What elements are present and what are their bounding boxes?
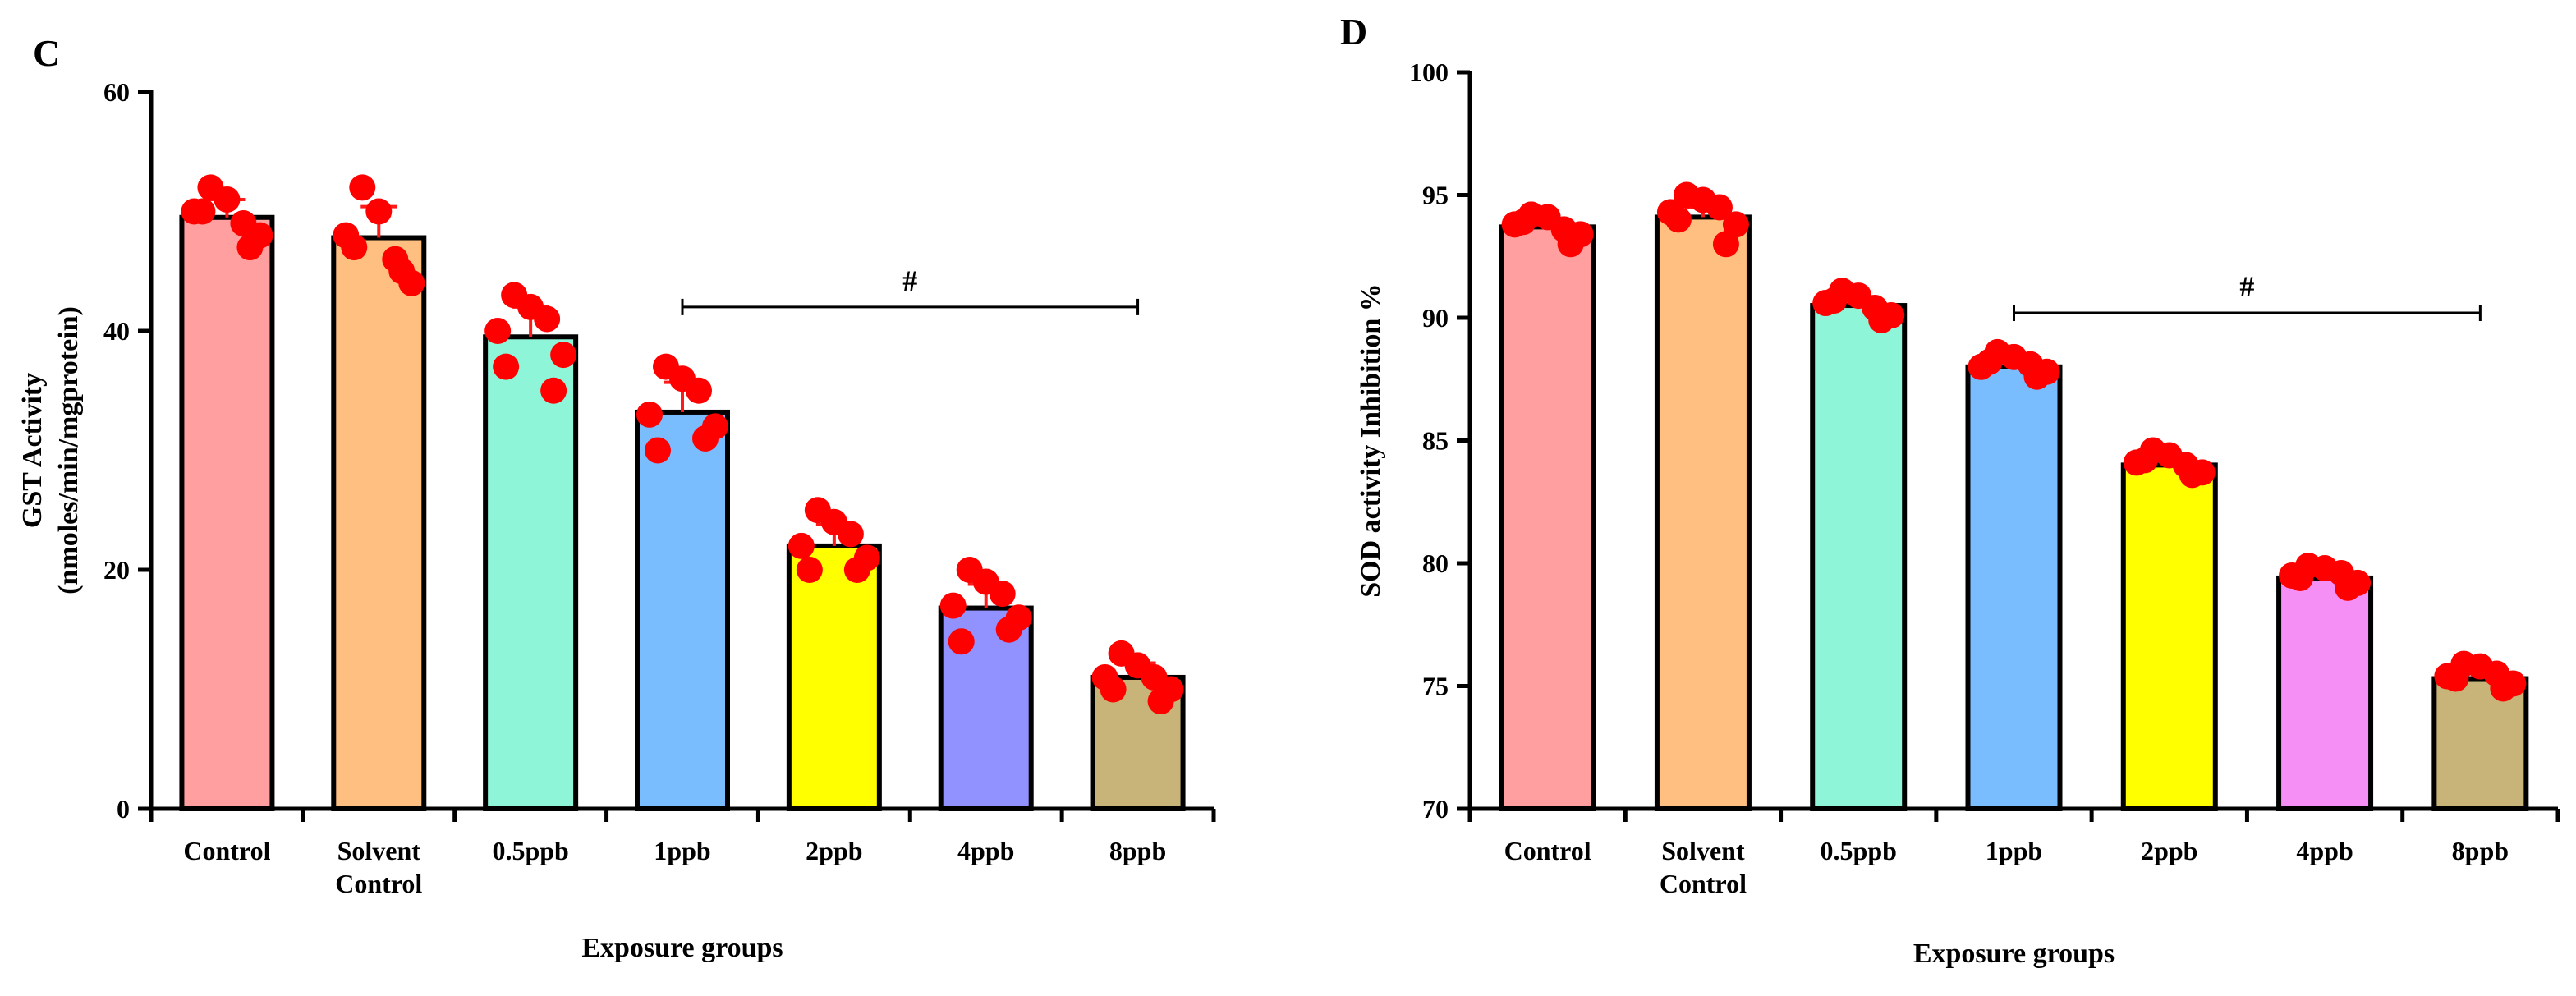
data-point bbox=[1706, 194, 1733, 221]
data-point bbox=[2442, 665, 2469, 692]
y-tick-label: 80 bbox=[1422, 548, 1449, 578]
x-tick-label: Solvent Control bbox=[335, 836, 422, 898]
data-point bbox=[843, 557, 870, 583]
gst-activity-chart: C 0 20 40 60 Control Solvent Control 0.5ppb 1ppb 2… bbox=[17, 32, 1216, 963]
bar bbox=[1810, 303, 1908, 811]
data-point bbox=[540, 377, 567, 404]
x-tick-label: Control bbox=[183, 836, 270, 865]
data-point bbox=[837, 521, 864, 548]
data-point bbox=[1100, 676, 1127, 703]
data-point bbox=[1509, 209, 1536, 236]
y-tick-label: 90 bbox=[1422, 303, 1449, 333]
x-tick-label: Solvent Control bbox=[1660, 836, 1747, 898]
bar bbox=[1965, 364, 2063, 811]
data-point bbox=[214, 186, 241, 213]
x-tick-label: 4ppb bbox=[957, 836, 1014, 865]
bar bbox=[179, 214, 275, 811]
y-tick-label: 0 bbox=[117, 794, 130, 824]
data-point bbox=[1868, 306, 1895, 333]
data-point bbox=[388, 258, 416, 285]
bar bbox=[483, 334, 579, 811]
gst-activity-panel: C 0 20 40 60 Control Solvent Control 0.5ppb 1ppb 2… bbox=[17, 32, 1216, 963]
data-point bbox=[2490, 675, 2517, 702]
data-point bbox=[1665, 206, 1692, 233]
y-tick-label: 75 bbox=[1422, 672, 1449, 701]
sod-inhibition-panel: D 70 75 80 85 90 95 100 Control Solvent Control 0.5… bbox=[1306, 0, 2576, 992]
x-tick-label: 2ppb bbox=[2141, 836, 2197, 865]
bar bbox=[2276, 575, 2374, 811]
x-tick-label: 2ppb bbox=[806, 836, 862, 865]
data-point bbox=[1557, 231, 1584, 258]
y-tick-label: 60 bbox=[103, 77, 130, 107]
data-point bbox=[236, 234, 264, 261]
y-tick-label: 100 bbox=[1409, 57, 1449, 87]
data-point bbox=[189, 198, 216, 225]
data-point bbox=[995, 616, 1022, 643]
x-tick-label: 8ppb bbox=[1109, 836, 1166, 865]
x-tick-label: 1ppb bbox=[654, 836, 710, 865]
sod-inhibition-chart: D 70 75 80 85 90 95 100 Control Solvent Control 0.5… bbox=[1340, 11, 2560, 969]
data-point bbox=[686, 377, 712, 404]
data-point bbox=[2287, 564, 2314, 591]
y-axis-label: SOD activity Inhibition % bbox=[1356, 283, 1386, 598]
data-point bbox=[1821, 287, 1848, 314]
data-point bbox=[2023, 363, 2050, 390]
data-point bbox=[2179, 461, 2206, 489]
bar bbox=[1499, 224, 1596, 811]
data-point bbox=[645, 437, 671, 464]
x-tick-label: 4ppb bbox=[2296, 836, 2353, 865]
data-point bbox=[939, 592, 967, 619]
bar bbox=[635, 409, 730, 811]
data-point bbox=[349, 174, 376, 201]
data-point bbox=[989, 581, 1016, 608]
x-axis-label: Exposure groups bbox=[581, 933, 783, 963]
panel-label: D bbox=[1340, 11, 1367, 53]
data-point bbox=[692, 425, 719, 452]
y-axis-label: GST Activity bbox=[17, 373, 48, 528]
data-point bbox=[484, 318, 512, 344]
bar bbox=[2120, 462, 2218, 812]
bar bbox=[2431, 676, 2529, 812]
data-point bbox=[2335, 574, 2362, 601]
x-axis-label: Exposure groups bbox=[1913, 939, 2115, 969]
significance-label: # bbox=[902, 264, 917, 297]
x-tick-label: Control bbox=[1504, 836, 1591, 865]
y-tick-label: 85 bbox=[1422, 426, 1449, 456]
y-axis-label-secondary: (nmoles/min/mgprotein) bbox=[53, 306, 84, 594]
y-tick-label: 40 bbox=[103, 316, 130, 346]
x-tick-label: 8ppb bbox=[2452, 836, 2509, 865]
data-point bbox=[550, 342, 577, 369]
data-point bbox=[534, 305, 561, 333]
panel-label: C bbox=[33, 32, 60, 74]
data-point bbox=[1147, 688, 1174, 715]
bar bbox=[331, 235, 427, 811]
data-point bbox=[1712, 231, 1739, 258]
x-tick-label: 0.5ppb bbox=[1821, 836, 1897, 865]
data-point bbox=[493, 353, 520, 380]
data-point bbox=[1722, 211, 1749, 238]
y-tick-label: 70 bbox=[1422, 794, 1449, 824]
data-point bbox=[796, 557, 823, 583]
y-tick-label: 95 bbox=[1422, 181, 1449, 210]
x-tick-label: 0.5ppb bbox=[492, 836, 568, 865]
data-point bbox=[2131, 447, 2158, 474]
data-point bbox=[787, 532, 815, 559]
x-tick-label: 1ppb bbox=[1986, 836, 2042, 865]
bar bbox=[1654, 214, 1752, 812]
data-point bbox=[341, 234, 368, 261]
y-tick-label: 20 bbox=[103, 555, 130, 585]
significance-label: # bbox=[2239, 270, 2254, 303]
data-point bbox=[1976, 348, 2003, 375]
bar bbox=[786, 543, 882, 812]
data-point bbox=[365, 198, 393, 225]
data-point bbox=[636, 401, 663, 428]
data-point bbox=[948, 628, 975, 655]
